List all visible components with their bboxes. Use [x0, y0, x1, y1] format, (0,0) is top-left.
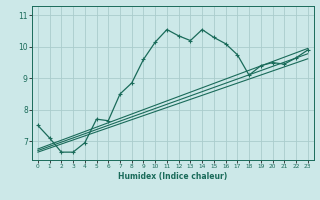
X-axis label: Humidex (Indice chaleur): Humidex (Indice chaleur) — [118, 172, 228, 181]
